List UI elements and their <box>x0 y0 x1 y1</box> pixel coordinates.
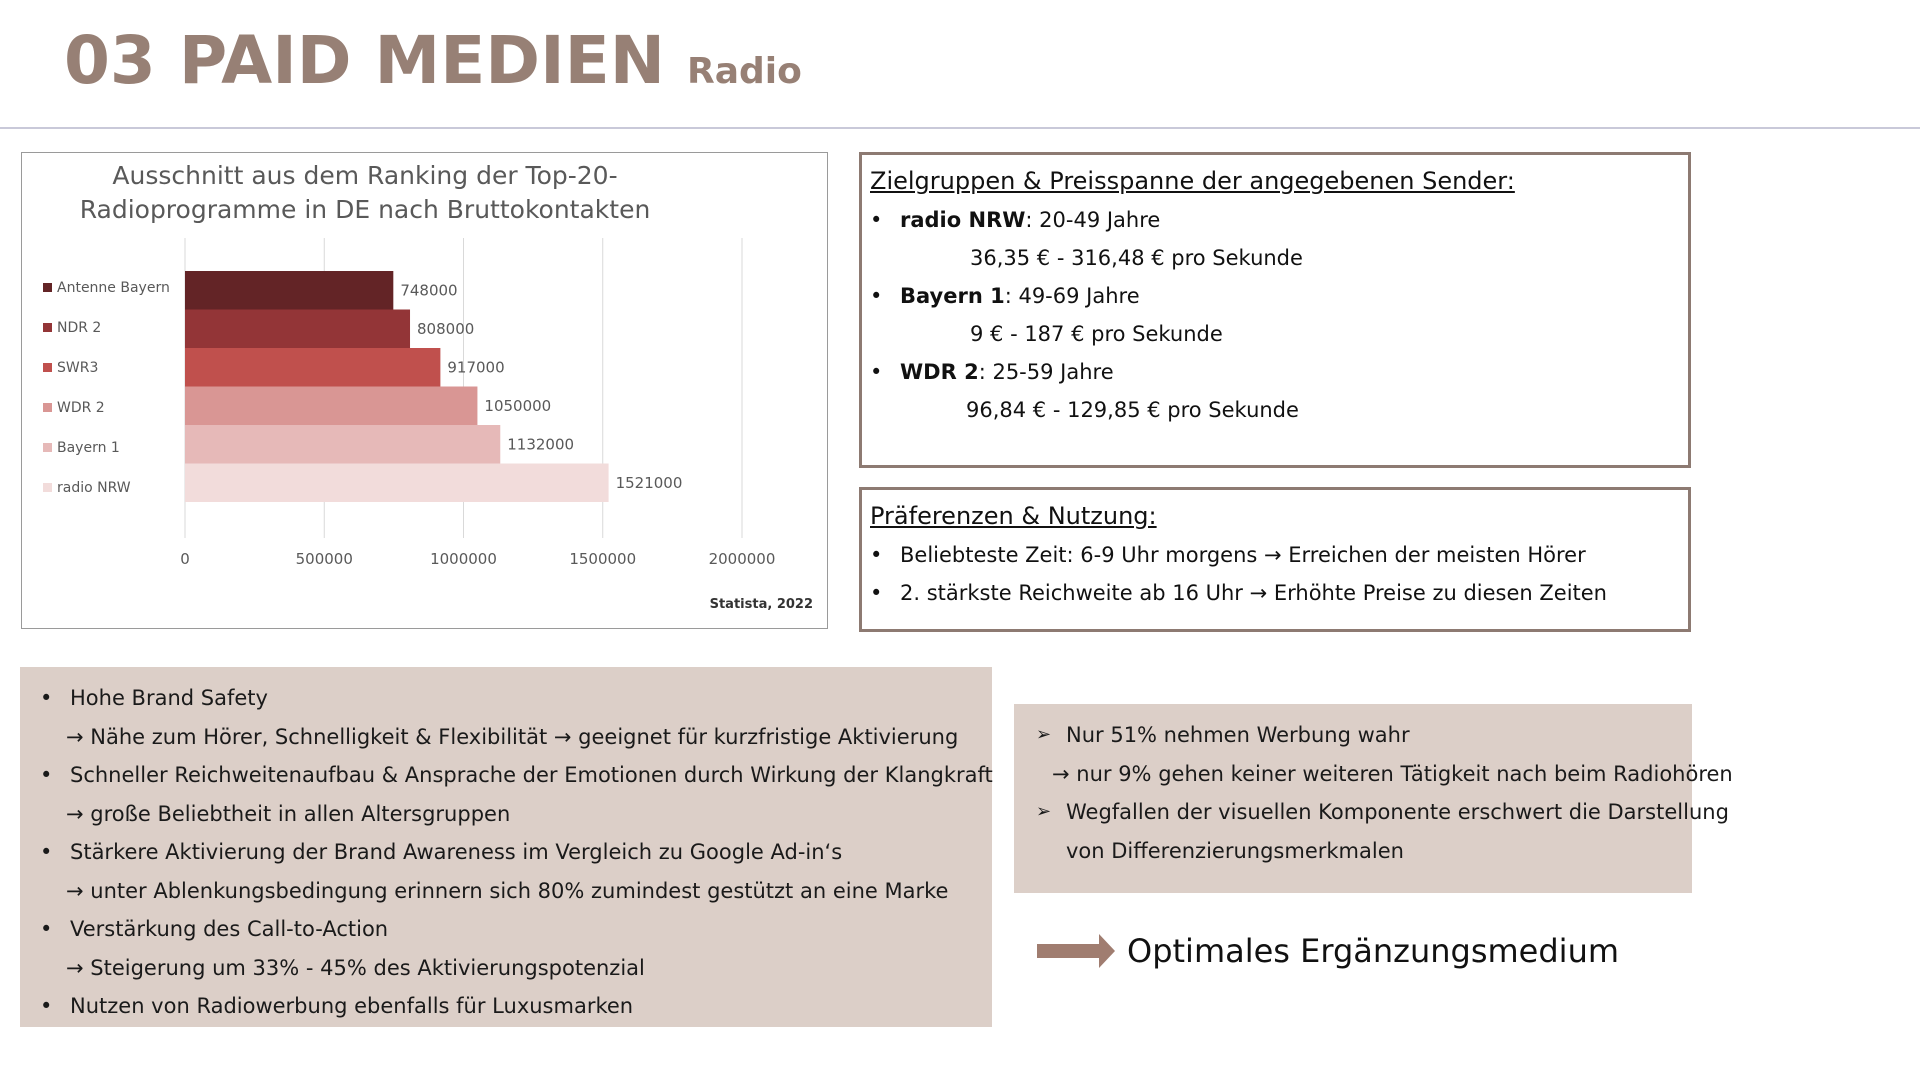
target-item: radio NRW: 20-49 Jahre <box>870 201 1688 239</box>
target-groups-box: Zielgruppen & Preisspanne der angegebene… <box>859 152 1691 468</box>
data-label: 1521000 <box>616 474 683 492</box>
list-item: Nur 51% nehmen Werbung wahr <box>1026 716 1692 755</box>
target-item: Bayern 1: 49-69 Jahre <box>870 277 1688 315</box>
bar <box>185 386 478 425</box>
page-subtitle: Radio <box>686 51 802 92</box>
list-item: Hohe Brand Safety <box>30 679 992 718</box>
station-ages: : 49-69 Jahre <box>1004 284 1140 308</box>
legend-label: Bayern 1 <box>57 440 120 456</box>
target-item: WDR 2: 25-59 Jahre <box>870 353 1688 391</box>
right-arrow-icon <box>1037 934 1115 968</box>
station-name: WDR 2 <box>900 360 979 384</box>
bar <box>185 463 609 502</box>
x-tick-label: 500000 <box>296 550 353 568</box>
target-groups-heading: Zielgruppen & Preisspanne der angegebene… <box>870 167 1515 195</box>
preferences-heading: Präferenzen & Nutzung: <box>870 502 1157 530</box>
legend-swatch <box>43 323 52 332</box>
legend-label: WDR 2 <box>57 400 105 416</box>
conclusion-text: Optimales Ergänzungsmedium <box>1127 932 1620 970</box>
sub-point: → Nähe zum Hörer, Schnelligkeit & Flexib… <box>66 724 959 749</box>
bar <box>185 425 501 464</box>
station-price: 36,35 € - 316,48 € pro Sekunde <box>970 246 1303 270</box>
data-label: 748000 <box>400 281 457 299</box>
x-tick-label: 1500000 <box>569 550 636 568</box>
list-item: Verstärkung des Call-to-Action <box>30 910 992 949</box>
chart-title: Ausschnitt aus dem Ranking der Top-20- R… <box>22 159 708 227</box>
legend-label: radio NRW <box>57 480 131 496</box>
legend-label: NDR 2 <box>57 320 101 336</box>
data-label: 1050000 <box>484 397 551 415</box>
bar-chart: 0 500000 1000000 1500000 2000000 748000 Antenn… <box>43 238 776 568</box>
sub-point: → große Beliebtheit in allen Altersgrupp… <box>66 801 511 826</box>
advantages-panel: Hohe Brand Safety → Nähe zum Hörer, Schne… <box>20 667 993 1027</box>
chart-title-line-2: Radioprogramme in DE nach Bruttokontakte… <box>79 195 651 224</box>
legend-label: SWR3 <box>57 360 98 376</box>
bar <box>185 271 394 310</box>
chart-container: Ausschnitt aus dem Ranking der Top-20- R… <box>21 152 828 629</box>
station-price: 96,84 € - 129,85 € pro Sekunde <box>966 398 1299 422</box>
data-label: 808000 <box>417 320 474 338</box>
bar <box>185 309 411 348</box>
list-item: Nutzen von Radiowerbung ebenfalls für Lu… <box>30 987 992 1026</box>
list-item: Wegfallen der visuellen Komponente ersch… <box>1026 793 1729 832</box>
legend-swatch <box>43 363 52 372</box>
legend-swatch <box>43 443 52 452</box>
data-label: 917000 <box>447 358 504 376</box>
x-tick-label: 0 <box>180 550 190 568</box>
legend-swatch <box>43 483 52 492</box>
x-tick-label: 1000000 <box>430 550 497 568</box>
station-name: Bayern 1 <box>900 284 1005 308</box>
sub-point: → nur 9% gehen keiner weiteren Tätigkeit… <box>1052 761 1733 786</box>
legend-swatch <box>43 403 52 412</box>
station-price: 9 € - 187 € pro Sekunde <box>970 322 1223 346</box>
preferences-box: Präferenzen & Nutzung: Beliebteste Zeit:… <box>859 487 1691 632</box>
list-item: Schneller Reichweitenaufbau & Ansprache … <box>30 756 993 795</box>
chart-source: Statista, 2022 <box>709 597 813 612</box>
preference-item: Beliebteste Zeit: 6-9 Uhr morgens → Erre… <box>870 536 1688 574</box>
data-label: 1132000 <box>507 435 574 453</box>
preference-item: 2. stärkste Reichweite ab 16 Uhr → Erhöh… <box>870 574 1688 612</box>
conclusion: Optimales Ergänzungsmedium <box>1037 928 1619 974</box>
station-ages: : 25-59 Jahre <box>978 360 1114 384</box>
disadvantages-panel: Nur 51% nehmen Werbung wahr → nur 9% gehe… <box>1014 704 1733 893</box>
station-ages: : 20-49 Jahre <box>1025 208 1161 232</box>
chart-title-line-1: Ausschnitt aus dem Ranking der Top-20- <box>112 161 618 190</box>
legend-swatch <box>43 283 52 292</box>
sub-point: → Steigerung um 33% - 45% des Aktivierun… <box>66 955 645 980</box>
x-tick-label: 2000000 <box>709 550 776 568</box>
list-item: Stärkere Aktivierung der Brand Awareness… <box>30 833 992 872</box>
title-divider <box>0 127 1920 129</box>
station-name: radio NRW <box>900 208 1026 232</box>
slide-title: 03 PAID MEDIEN Radio <box>64 22 802 112</box>
list-item: von Differenzierungsmerkmalen <box>1066 838 1404 863</box>
legend-label: Antenne Bayern <box>57 280 170 296</box>
sub-point: → unter Ablenkungsbedingung erinnern sic… <box>66 878 949 903</box>
bar <box>185 348 441 387</box>
page-title: 03 PAID MEDIEN <box>64 22 665 99</box>
